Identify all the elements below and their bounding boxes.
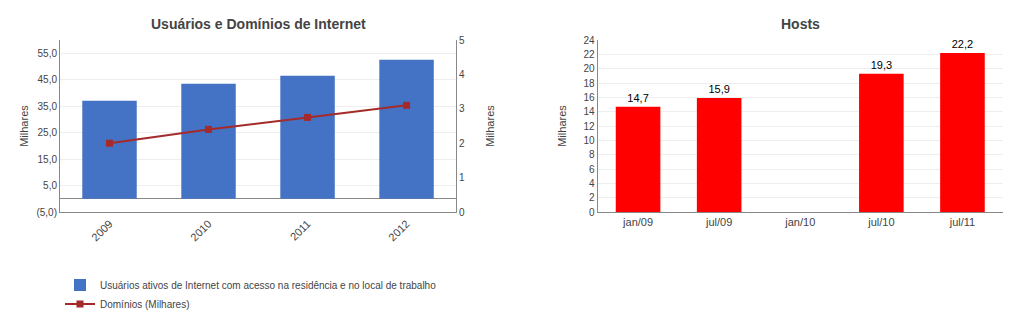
svg-text:5,0: 5,0 <box>43 180 57 191</box>
svg-text:2: 2 <box>459 138 465 149</box>
svg-text:24: 24 <box>583 35 595 46</box>
svg-text:jul/09: jul/09 <box>705 216 732 228</box>
svg-text:20: 20 <box>583 63 595 74</box>
svg-text:0: 0 <box>589 207 595 218</box>
svg-text:4: 4 <box>589 178 595 189</box>
svg-text:45,0: 45,0 <box>38 74 58 85</box>
svg-text:12: 12 <box>583 121 595 132</box>
svg-text:2: 2 <box>589 192 595 203</box>
svg-text:22: 22 <box>583 49 595 60</box>
svg-text:25,0: 25,0 <box>38 127 58 138</box>
svg-text:2009: 2009 <box>89 218 115 244</box>
svg-text:2011: 2011 <box>288 218 313 243</box>
svg-text:Usuários e Domínios de Interne: Usuários e Domínios de Internet <box>151 16 366 32</box>
svg-text:1: 1 <box>459 172 465 183</box>
svg-text:14,7: 14,7 <box>627 92 648 104</box>
svg-text:Domínios (Milhares): Domínios (Milhares) <box>100 299 189 310</box>
svg-text:jan/10: jan/10 <box>784 216 815 228</box>
svg-text:5: 5 <box>459 35 465 46</box>
svg-text:8: 8 <box>589 149 595 160</box>
svg-text:15,0: 15,0 <box>38 154 58 165</box>
svg-text:14: 14 <box>583 106 595 117</box>
svg-text:2010: 2010 <box>188 218 214 244</box>
svg-text:4: 4 <box>459 69 465 80</box>
svg-text:0: 0 <box>459 207 465 218</box>
svg-text:jan/09: jan/09 <box>622 216 653 228</box>
svg-text:16: 16 <box>583 92 595 103</box>
svg-text:jul/10: jul/10 <box>867 216 894 228</box>
svg-text:jul/11: jul/11 <box>949 216 975 228</box>
svg-text:18: 18 <box>583 78 595 89</box>
svg-text:55,0: 55,0 <box>38 48 58 59</box>
svg-text:Milhares: Milhares <box>18 105 30 147</box>
svg-text:3: 3 <box>459 103 465 114</box>
svg-text:2012: 2012 <box>386 218 412 244</box>
svg-text:22,2: 22,2 <box>952 38 973 50</box>
svg-text:Usuários ativos de Internet co: Usuários ativos de Internet com acesso n… <box>100 280 436 291</box>
svg-text:Milhares: Milhares <box>556 105 568 147</box>
svg-text:6: 6 <box>589 164 595 175</box>
svg-text:15,9: 15,9 <box>708 83 729 95</box>
svg-text:Hosts: Hosts <box>781 16 820 32</box>
svg-text:(5,0): (5,0) <box>36 207 57 218</box>
svg-text:10: 10 <box>583 135 595 146</box>
svg-text:35,0: 35,0 <box>38 101 58 112</box>
svg-text:Milhares: Milhares <box>484 105 496 147</box>
svg-text:19,3: 19,3 <box>871 59 892 71</box>
